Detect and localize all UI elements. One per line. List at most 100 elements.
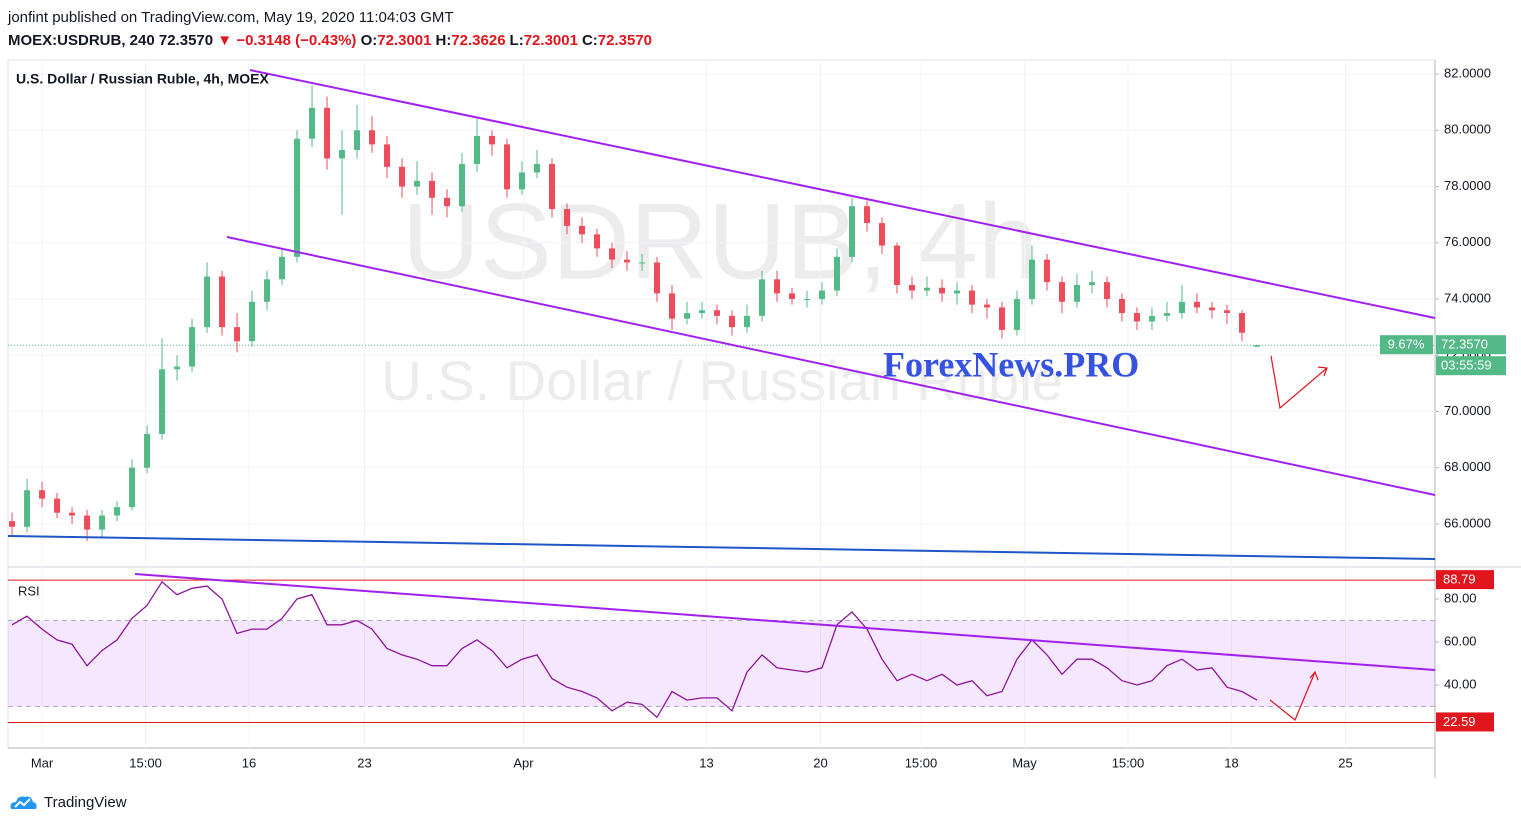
candle-body (54, 498, 61, 513)
countdown-box (1436, 356, 1506, 376)
candle-body (848, 206, 855, 257)
candle-body (1148, 315, 1155, 322)
candle-body (294, 138, 301, 257)
candle-body (594, 234, 601, 249)
candle-body (69, 512, 76, 516)
publisher: jonfint published on TradingView.com, Ma… (8, 9, 454, 26)
candle-body (519, 172, 526, 190)
axes: Mar 15:00 16 23 Apr 13 20 15:00 May 15:00 18 25 66.0… (31, 65, 1506, 770)
ohlc: O:72.3001 H:72.3626 L:72.3001 C:72.3570 (361, 32, 656, 49)
change: −0.3148 (−0.43%) (236, 32, 357, 49)
arrow-head (1309, 670, 1319, 681)
x-tick-label: Mar (31, 755, 54, 770)
candle-body (728, 315, 735, 328)
level-label: 88.79 (1443, 572, 1476, 587)
ohlc-label: C: (581, 32, 598, 49)
trendline (7, 535, 1436, 560)
level-box (1436, 712, 1494, 732)
candle-body (309, 107, 316, 139)
footer: TradingView (8, 792, 127, 812)
candle-body (159, 369, 166, 434)
logo (10, 796, 37, 809)
x-tick-label: 23 (357, 755, 371, 770)
candle-body (654, 262, 661, 294)
candle-body (414, 180, 421, 187)
y-tick-label: 80.0000 (1444, 122, 1491, 137)
candle-body (863, 206, 870, 224)
rsi-line (11, 580, 1258, 719)
candle-body (1193, 301, 1200, 308)
arrow: ▼ (217, 32, 233, 49)
candle-body (339, 149, 346, 159)
candle-body (399, 166, 406, 187)
rsi-title: RSI (18, 583, 40, 598)
ohlc-value: 72.3570 (597, 32, 653, 49)
candle-body (953, 290, 960, 294)
candle-body (743, 315, 750, 328)
candle-body (129, 467, 136, 508)
candle-body (938, 287, 945, 294)
price-box (1436, 335, 1506, 355)
candle-body (174, 366, 181, 370)
y-tick-label: 80.00 (1444, 590, 1477, 605)
brand-name: TradingView (44, 793, 127, 811)
y-tick-label: 66.0000 (1444, 515, 1491, 530)
candle-body (189, 327, 196, 367)
countdown: 03:55:59 (1441, 358, 1492, 373)
x-tick-label: 18 (1224, 755, 1238, 770)
candle-body (564, 209, 571, 226)
candle-body (684, 313, 691, 319)
candle-body (1253, 345, 1260, 347)
plot (8, 60, 1435, 748)
candle-body (1043, 259, 1050, 283)
candle-body (324, 107, 331, 159)
brand: ForexNews.PRO (883, 344, 1139, 384)
y-tick-label: 40.00 (1444, 676, 1477, 691)
candle-body (219, 276, 226, 328)
y-tick-label: 78.0000 (1444, 178, 1491, 193)
candle-body (1118, 299, 1125, 314)
candle-body (369, 130, 376, 145)
candle-body (234, 327, 241, 342)
chart: USDRUB, 4h U.S. Dollar / Russian Ruble U… (7, 59, 1521, 778)
trendline (226, 236, 1436, 496)
candle-body (279, 256, 286, 280)
candle-body (818, 290, 825, 300)
y-tick-label: 70.0000 (1444, 403, 1491, 418)
arrow (1269, 671, 1316, 721)
candle-body (669, 293, 676, 319)
candle-body (39, 490, 46, 499)
candle-body (1133, 313, 1140, 322)
ohlc-value: 72.3626 (451, 32, 506, 49)
candle-body (998, 307, 1005, 330)
ohlc-label: L: (509, 32, 524, 49)
watermark-name: U.S. Dollar / Russian Ruble (381, 349, 1063, 412)
candle-body (1058, 282, 1065, 302)
candle-body (429, 180, 436, 198)
candle-body (758, 279, 765, 316)
candle-body (773, 279, 780, 294)
candle-body (788, 293, 795, 300)
candle-body (609, 248, 616, 260)
x-tick-label: 15:00 (129, 755, 162, 770)
rsi-band (8, 620, 1435, 707)
candle-body (489, 135, 496, 145)
candle-body (24, 490, 31, 527)
change-label: 9.67% (1388, 337, 1425, 352)
candle-body (144, 433, 151, 468)
ohlc-value: 72.3001 (377, 32, 432, 49)
change-box (1380, 335, 1433, 355)
arrow-head (1317, 366, 1328, 377)
candle-body (459, 164, 466, 207)
candle-body (249, 301, 256, 342)
candle-body (878, 223, 885, 246)
watermark: USDRUB, 4h U.S. Dollar / Russian Ruble (381, 181, 1063, 412)
candle-body (908, 284, 915, 291)
candle-body (1103, 282, 1110, 300)
x-tick-label: 25 (1338, 755, 1352, 770)
level-label: 22.59 (1443, 714, 1476, 729)
candle-body (1088, 282, 1095, 285)
y-tick-label: 60.00 (1444, 633, 1477, 648)
price-label: 72.3570 (1441, 337, 1488, 352)
